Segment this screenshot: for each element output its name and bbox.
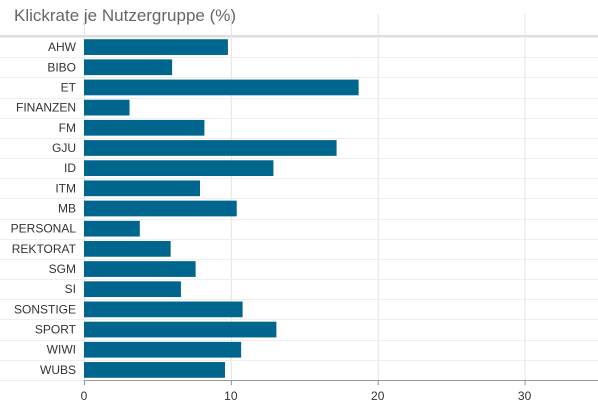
x-tick-label: 20 xyxy=(371,389,385,403)
category-label-mb: MB xyxy=(58,202,76,216)
bar-et xyxy=(84,79,359,96)
bar-bibo xyxy=(84,59,173,76)
bar-mb xyxy=(84,200,237,217)
x-tick-label: 30 xyxy=(518,389,532,403)
category-labels: AHW BIBO ET FINANZEN FM GJU ID ITM MB PERSONAL REK… xyxy=(11,40,77,377)
bar-id xyxy=(84,160,274,177)
category-label-personal: PERSONAL xyxy=(11,222,77,236)
category-label-wiwi: WIWI xyxy=(47,343,76,357)
x-tick-label: 0 xyxy=(81,389,88,403)
bar-si xyxy=(84,281,181,298)
category-label-sgm: SGM xyxy=(49,262,76,276)
bars xyxy=(84,39,359,378)
chart-title: Klickrate je Nutzergruppe (%) xyxy=(14,6,237,25)
category-label-rektorat: REKTORAT xyxy=(12,242,77,256)
category-label-et: ET xyxy=(61,80,77,94)
category-label-id: ID xyxy=(64,161,76,175)
bar-wubs xyxy=(84,362,225,378)
bar-wiwi xyxy=(84,341,242,358)
category-label-bibo: BIBO xyxy=(47,60,76,74)
grid-lines xyxy=(0,14,598,386)
bar-sonstige xyxy=(84,301,243,318)
bar-gju xyxy=(84,140,337,156)
category-label-wubs: WUBS xyxy=(40,363,76,377)
category-label-finanzen: FINANZEN xyxy=(16,101,76,115)
bar-personal xyxy=(84,220,140,237)
bar-rektorat xyxy=(84,240,171,257)
category-label-gju: GJU xyxy=(52,141,76,155)
category-label-sport: SPORT xyxy=(35,323,77,337)
bar-fm xyxy=(84,119,205,136)
bar-sport xyxy=(84,321,277,338)
bar-finanzen xyxy=(84,99,130,116)
x-tick-label: 10 xyxy=(224,389,238,403)
category-label-si: SI xyxy=(65,282,76,296)
category-label-sonstige: SONSTIGE xyxy=(14,302,76,316)
category-label-ahw: AHW xyxy=(48,40,77,54)
bar-ahw xyxy=(84,39,228,55)
x-axis-ticks: 0 10 20 30 xyxy=(81,380,532,403)
bar-sgm xyxy=(84,261,196,277)
category-label-fm: FM xyxy=(59,121,76,135)
bar-itm xyxy=(84,180,201,197)
category-label-itm: ITM xyxy=(55,181,76,195)
